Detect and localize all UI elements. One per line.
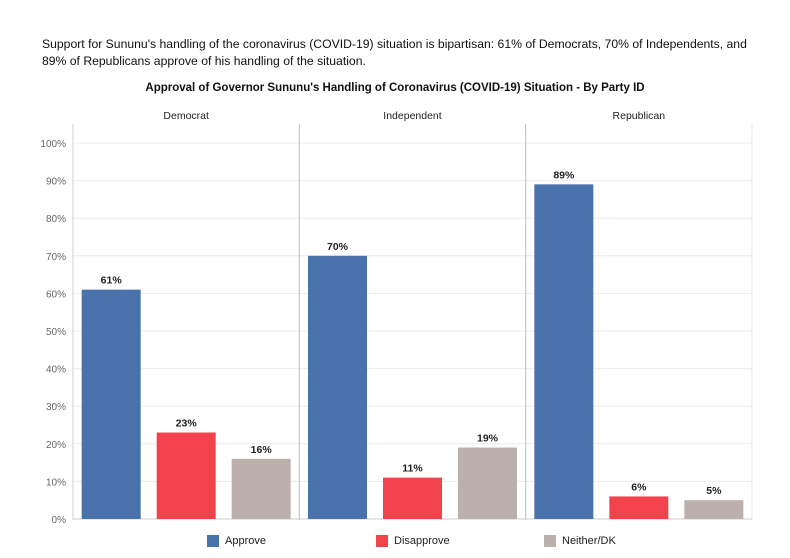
panel-header-republican: Republican [613,110,666,122]
legend: Approve Disapprove Neither/DK [0,535,790,551]
legend-swatch-disapprove [376,535,388,547]
data-label-democrat-disapprove: 23% [176,418,198,430]
panel-header-independent: Independent [383,110,441,122]
bar-republican-neither-dk [684,500,744,519]
data-label-independent-approve: 70% [327,241,349,253]
data-label-independent-neither-dk: 19% [477,433,499,445]
data-label-republican-approve: 89% [553,169,575,181]
y-tick-label: 80% [46,214,66,225]
data-label-independent-disapprove: 11% [402,463,423,475]
y-tick-label: 40% [46,365,66,376]
legend-swatch-neither [544,535,556,547]
panel-header-democrat: Democrat [163,110,209,122]
data-label-democrat-neither-dk: 16% [251,444,273,456]
y-tick-label: 20% [46,440,66,451]
bar-democrat-disapprove [156,432,216,519]
y-tick-label: 10% [46,477,66,488]
y-tick-label: 30% [46,402,66,413]
data-label-democrat-approve: 61% [101,275,123,287]
bar-republican-disapprove [609,496,669,519]
intro-text: Support for Sununu's handling of the cor… [42,37,747,68]
legend-item-approve: Approve [207,535,266,547]
y-tick-label: 60% [46,289,66,300]
legend-label-approve: Approve [225,535,266,547]
bar-democrat-approve [81,289,141,519]
chart-title: Approval of Governor Sununu's Handling o… [145,82,645,94]
legend-swatch-approve [207,535,219,547]
data-label-republican-neither-dk: 5% [706,485,722,497]
legend-label-disapprove: Disapprove [394,535,450,547]
y-tick-label: 0% [52,515,67,526]
legend-item-neither: Neither/DK [544,535,616,547]
y-tick-label: 70% [46,252,66,263]
legend-label-neither: Neither/DK [562,535,616,547]
bar-republican-approve [534,184,594,520]
bar-independent-approve [308,255,367,520]
legend-item-disapprove: Disapprove [376,535,450,547]
bar-chart: 0% 10% 20% 30% 40% 50% 60% 70% 80% 90% 100% Democra… [40,110,753,526]
y-tick-label: 100% [40,139,66,150]
bar-independent-disapprove [383,477,442,519]
data-label-republican-disapprove: 6% [631,481,647,493]
y-tick-label: 50% [46,327,66,338]
y-tick-label: 90% [46,177,66,188]
bar-independent-neither-dk [458,447,517,519]
bar-democrat-neither-dk [231,458,291,519]
